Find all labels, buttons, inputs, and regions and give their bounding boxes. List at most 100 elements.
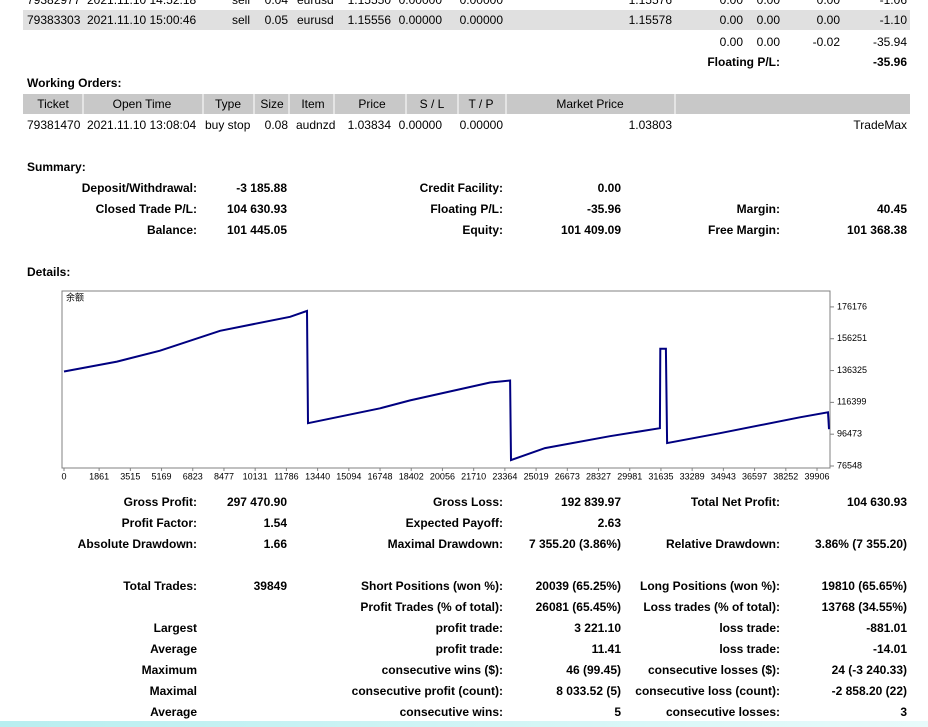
- column-header: Size: [260, 97, 284, 111]
- stat-label: consecutive losses:: [665, 705, 780, 719]
- stat-value: 5: [614, 705, 621, 719]
- position-cell: 0.00: [756, 0, 780, 7]
- x-tick-label: 31635: [648, 471, 673, 481]
- x-tick-label: 6823: [183, 471, 203, 481]
- stat-value: 20039 (65.25%): [535, 579, 621, 593]
- position-cell: 0.00: [756, 13, 780, 27]
- stat-value: -35.96: [586, 202, 621, 216]
- stat-label: consecutive wins ($):: [381, 663, 503, 677]
- stat-label: Credit Facility:: [419, 181, 503, 195]
- stat-value: 297 470.90: [226, 495, 287, 509]
- x-tick-label: 38252: [773, 471, 798, 481]
- floating-value: -35.96: [872, 55, 907, 69]
- stat-label: Gross Loss:: [432, 495, 503, 509]
- stat-value: 40.45: [876, 202, 907, 216]
- plot-frame: [61, 290, 831, 469]
- x-tick-label: 36597: [742, 471, 767, 481]
- stat-label: Total Net Profit:: [690, 495, 780, 509]
- x-tick-label: 23364: [492, 471, 517, 481]
- stat-value: -2 858.20 (22): [831, 684, 907, 698]
- stat-value: 2.63: [597, 516, 621, 530]
- stat-value: 1.66: [263, 537, 287, 551]
- stat-value: 26081 (65.45%): [535, 600, 621, 614]
- stat-value: 0.00: [597, 181, 621, 195]
- position-cell: 79383303: [27, 13, 81, 27]
- stat-value: 3: [900, 705, 907, 719]
- column-header: Ticket: [37, 97, 69, 111]
- stat-label: Maximum: [141, 663, 197, 677]
- x-tick-label: 13440: [305, 471, 330, 481]
- position-cell: 0.00000: [398, 13, 442, 27]
- position-cell: 1.15576: [628, 0, 672, 7]
- x-tick-label: 21710: [461, 471, 486, 481]
- order-cell: 0.08: [264, 118, 288, 132]
- position-cell: 1.15556: [347, 13, 391, 27]
- stat-label: loss trade:: [719, 621, 780, 635]
- x-tick-label: 20056: [430, 471, 455, 481]
- position-cell: -1.06: [879, 0, 907, 7]
- stat-value: 39849: [253, 579, 287, 593]
- column-header: T / P: [468, 97, 494, 111]
- position-cell: 79382977: [27, 0, 81, 7]
- stat-label: consecutive loss (count):: [635, 684, 780, 698]
- header-bg: [23, 94, 910, 114]
- position-cell: 0.05: [264, 13, 288, 27]
- stat-label: profit trade:: [435, 642, 503, 656]
- stat-label: Maximal: [149, 684, 197, 698]
- order-cell: 0.00000: [398, 118, 442, 132]
- stat-value: 3.86% (7 355.20): [814, 537, 907, 551]
- order-cell: audnzd: [296, 118, 336, 132]
- y-tick-label: 136325: [837, 365, 867, 375]
- stat-value: -14.01: [872, 642, 907, 656]
- x-tick-label: 25019: [524, 471, 549, 481]
- stat-value: 101 445.05: [226, 223, 287, 237]
- stat-label: Profit Trades (% of total):: [360, 600, 503, 614]
- position-cell: 0.00: [816, 13, 840, 27]
- order-cell: 0.00000: [459, 118, 503, 132]
- column-header: Open Time: [112, 97, 172, 111]
- position-cell: sell: [231, 0, 250, 7]
- x-tick-label: 29981: [617, 471, 642, 481]
- y-tick-label: 96473: [837, 429, 862, 439]
- x-tick-label: 18402: [399, 471, 424, 481]
- stat-label: Balance:: [146, 223, 197, 237]
- position-cell: 0.00000: [459, 13, 503, 27]
- stat-label: Floating P/L:: [430, 202, 503, 216]
- stat-label: Total Trades:: [123, 579, 197, 593]
- stat-label: Relative Drawdown:: [665, 537, 780, 551]
- stat-value: 7 355.20 (3.86%): [528, 537, 621, 551]
- position-cell: 2021.11.10 15:00:46: [87, 13, 197, 27]
- stat-label: consecutive wins:: [399, 705, 503, 719]
- y-tick-label: 176176: [837, 301, 867, 311]
- stat-label: Maximal Drawdown:: [387, 537, 503, 551]
- total-cell: 0.00: [756, 35, 780, 49]
- stat-label: Margin:: [736, 202, 780, 216]
- position-cell: 0.00: [816, 0, 840, 7]
- stat-value: 101 368.38: [846, 223, 907, 237]
- x-tick-label: 33289: [680, 471, 705, 481]
- stat-label: Equity:: [462, 223, 503, 237]
- stat-label: Closed Trade P/L:: [95, 202, 197, 216]
- x-tick-label: 1861: [89, 471, 109, 481]
- x-tick-label: 8477: [214, 471, 234, 481]
- stat-value: 19810 (65.65%): [821, 579, 907, 593]
- stat-label: Long Positions (won %):: [640, 579, 780, 593]
- column-header: Type: [214, 97, 242, 111]
- stat-label: Loss trades (% of total):: [643, 600, 780, 614]
- order-cell: 2021.11.10 13:08:04: [87, 118, 197, 132]
- x-tick-label: 0: [61, 471, 66, 481]
- x-tick-label: 11786: [274, 471, 298, 481]
- x-tick-label: 16748: [368, 471, 393, 481]
- stat-label: consecutive profit (count):: [351, 684, 503, 698]
- stat-value: 101 409.09: [560, 223, 621, 237]
- position-cell: 0.04: [264, 0, 288, 7]
- position-cell: 0.00: [719, 0, 743, 7]
- stat-label: Deposit/Withdrawal:: [81, 181, 197, 195]
- balance-line: [63, 309, 830, 462]
- position-cell: 1.15578: [628, 13, 672, 27]
- order-cell: 1.03834: [347, 118, 391, 132]
- position-cell: -1.10: [879, 13, 907, 27]
- stat-value: 24 (-3 240.33): [831, 663, 907, 677]
- stat-value: 13768 (34.55%): [821, 600, 907, 614]
